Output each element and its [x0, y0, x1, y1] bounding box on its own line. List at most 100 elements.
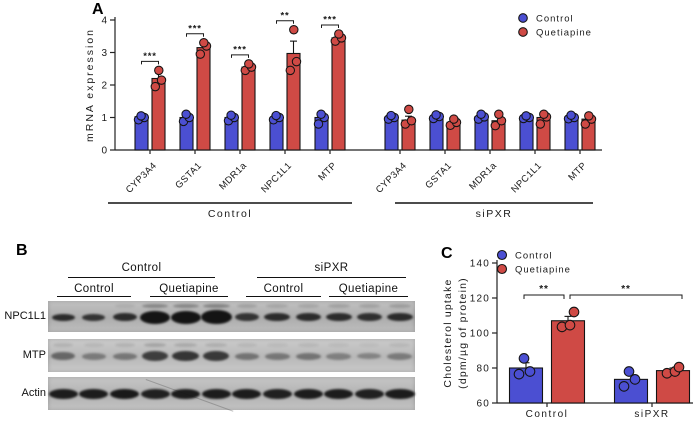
blot-strip-npc1l1	[48, 301, 415, 332]
scatter-point	[181, 109, 191, 119]
y-axis-title-line1: Cholesterol uptake	[442, 278, 454, 387]
protein-band-faint	[266, 343, 288, 347]
protein-band	[81, 352, 106, 360]
protein-band-faint	[358, 304, 380, 308]
significance-stars: ***	[323, 14, 337, 25]
protein-band-faint	[297, 304, 319, 308]
blot-row-label-npc1l1: NPC1L1	[4, 310, 46, 322]
significance-stars: **	[281, 10, 290, 21]
scatter-point	[521, 111, 531, 121]
y-tick-label: 0	[101, 146, 107, 157]
panel-c-label: C	[441, 245, 453, 262]
blot-group-header-sipxr: siPXR	[314, 262, 349, 274]
blot-subheader-control-1: Control	[74, 283, 114, 295]
scatter-point	[285, 65, 296, 76]
protein-band	[48, 389, 78, 399]
scatter-point	[316, 109, 326, 119]
scatter-point	[271, 110, 281, 121]
protein-band	[386, 313, 413, 321]
bar	[241, 66, 256, 151]
legend-label: Control	[536, 14, 574, 25]
protein-band	[170, 310, 201, 324]
blot-sub-underline	[329, 296, 408, 298]
protein-band	[356, 313, 382, 321]
significance-stars: ***	[233, 44, 247, 55]
bar	[331, 37, 346, 151]
significance-stars: **	[539, 284, 548, 295]
scatter-point	[406, 116, 417, 126]
scatter-point	[334, 29, 344, 39]
blot-sub-underline	[57, 296, 131, 298]
y-tick-label: 4	[101, 16, 107, 27]
protein-band	[234, 313, 259, 321]
significance-bracket	[569, 294, 683, 299]
x-category-label: NPC1L1	[509, 160, 544, 195]
protein-band	[140, 310, 170, 324]
protein-band	[200, 310, 232, 324]
scatter-point	[431, 110, 441, 120]
x-category-label: MTP	[566, 160, 589, 183]
protein-band	[232, 389, 262, 399]
bar	[196, 47, 211, 151]
protein-band-faint	[327, 304, 350, 308]
y-tick-label: 120	[470, 294, 490, 305]
protein-band	[112, 313, 137, 321]
significance-bracket	[523, 294, 565, 299]
legend-dot	[518, 27, 528, 37]
protein-band-faint	[236, 343, 257, 347]
protein-band	[293, 389, 323, 399]
scatter-point	[623, 366, 635, 377]
group-label: siPXR	[476, 208, 513, 220]
scatter-point	[226, 110, 236, 120]
x-group-label: Control	[526, 409, 569, 420]
scatter-point	[150, 81, 161, 92]
protein-band	[140, 389, 170, 399]
blot-sub-underline	[246, 296, 321, 298]
y-tick-label: 3	[101, 48, 107, 59]
y-tick-label: 1	[101, 113, 107, 124]
protein-band-faint	[389, 343, 411, 347]
protein-band-faint	[236, 304, 257, 308]
protein-band	[171, 389, 201, 399]
scatter-point	[313, 119, 324, 129]
scatter-point	[568, 306, 580, 318]
protein-band	[112, 352, 137, 360]
x-group-label: siPXR	[634, 409, 669, 420]
protein-band	[295, 313, 321, 321]
protein-band	[142, 351, 168, 361]
scatter-point	[449, 114, 459, 124]
blot-strip-actin	[48, 377, 415, 412]
y-axis-title-line2: (dpm/µg of protein)	[457, 277, 469, 389]
scatter-point	[539, 109, 549, 119]
blot-subheader-control-2: Control	[263, 283, 304, 295]
scatter-point	[580, 119, 591, 129]
significance-stars: ***	[143, 51, 157, 62]
y-tick-label: 100	[470, 329, 490, 340]
significance-bracket	[141, 60, 159, 65]
protein-band	[387, 352, 413, 360]
legend-dot	[496, 263, 508, 275]
x-category-label: CYP3A4	[374, 160, 409, 195]
protein-band	[203, 351, 230, 361]
protein-band-faint	[114, 304, 135, 308]
scatter-point	[476, 109, 486, 119]
blot-strip-mtp	[48, 339, 415, 372]
protein-band	[357, 353, 382, 359]
blot-subheader-quetiapine-1: Quetiapine	[159, 283, 219, 295]
protein-band	[326, 352, 351, 360]
protein-band	[384, 389, 415, 399]
scatter-point	[154, 65, 164, 76]
protein-band	[295, 352, 321, 360]
scatter-point	[566, 110, 576, 120]
protein-band	[201, 389, 231, 399]
y-tick-label: 2	[101, 81, 107, 92]
blot-subheader-quetiapine-2: Quetiapine	[338, 283, 399, 295]
scatter-point	[156, 75, 167, 85]
protein-band-faint	[297, 343, 319, 347]
protein-band	[325, 313, 352, 321]
scatter-point	[289, 25, 299, 35]
scatter-point	[195, 49, 206, 59]
x-category-label: MTP	[316, 160, 339, 183]
